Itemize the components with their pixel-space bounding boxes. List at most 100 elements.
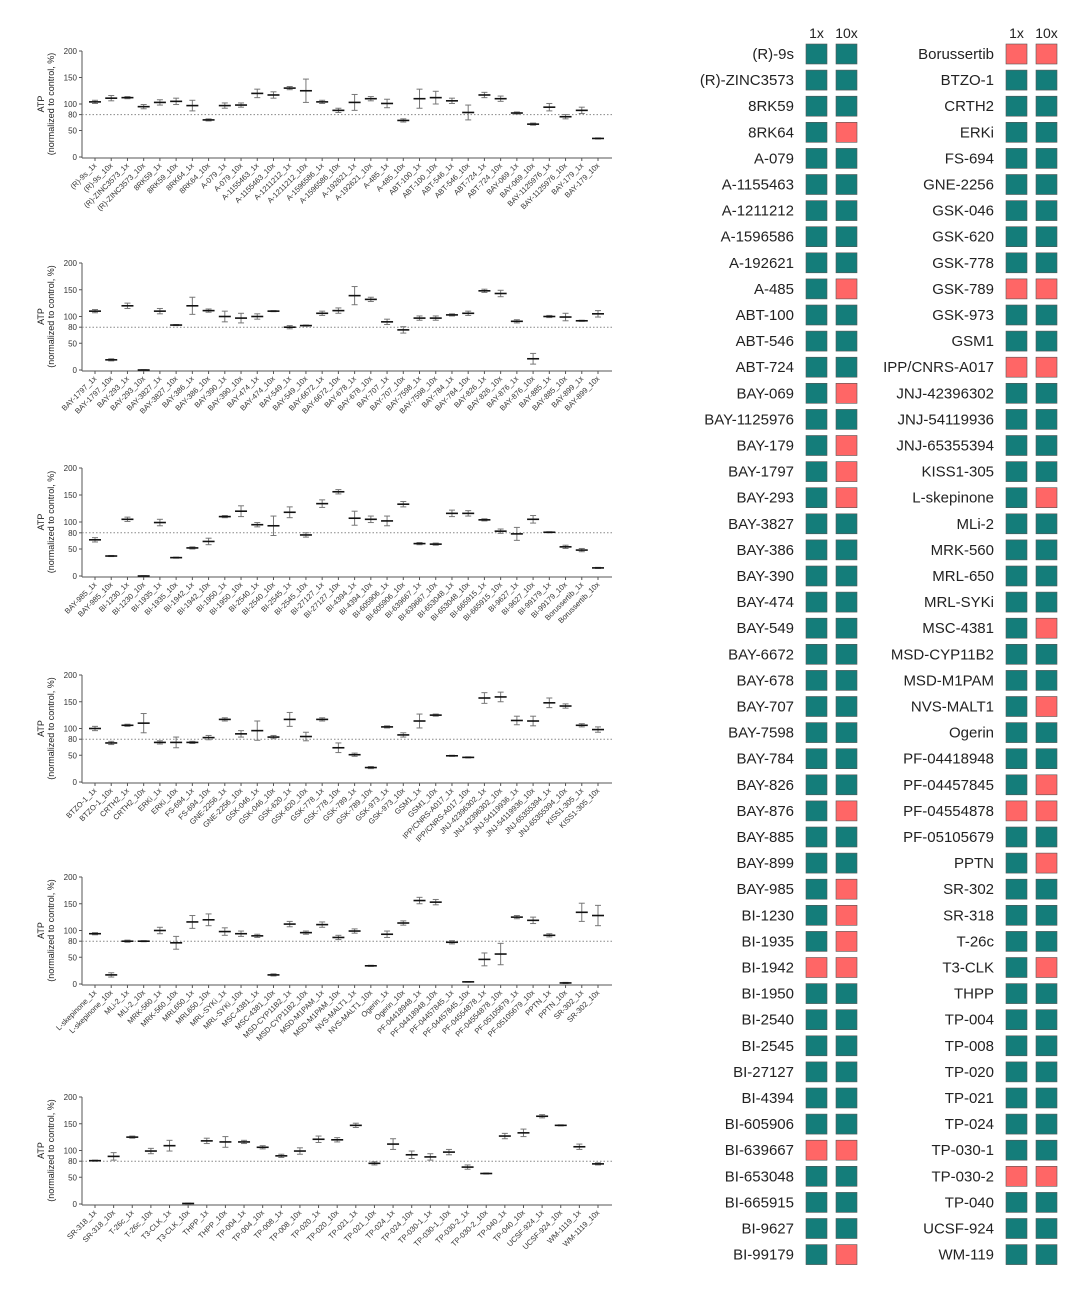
data-point <box>251 933 264 938</box>
compound-label: T-26c <box>956 933 994 950</box>
data-point <box>575 723 588 728</box>
heatmap-cell-1x <box>805 461 828 482</box>
data-point <box>397 732 410 738</box>
data-point <box>218 102 231 109</box>
data-point <box>592 1162 604 1166</box>
compound-label: A-1596586 <box>721 229 794 246</box>
data-point <box>105 95 118 102</box>
data-point <box>235 312 248 324</box>
y-tick-label: 100 <box>64 1147 78 1156</box>
heatmap-cell-10x <box>835 1035 858 1057</box>
data-point <box>413 315 426 321</box>
data-point <box>218 717 231 722</box>
data-point <box>364 964 377 967</box>
compound-label: FS-694 <box>945 150 994 167</box>
heatmap-row: L-skepinone <box>912 487 1058 509</box>
data-point <box>235 505 248 518</box>
data-point <box>445 940 458 945</box>
data-point <box>153 99 166 106</box>
data-point <box>592 137 604 140</box>
heatmap-cell-10x <box>1035 591 1058 613</box>
compound-label: BI-1950 <box>741 986 794 1003</box>
compound-label: BAY-069 <box>736 385 794 402</box>
heatmap-cell-1x <box>805 904 828 926</box>
data-point <box>397 920 410 926</box>
heatmap-cell-10x <box>835 591 858 613</box>
heatmap-row: BAY-707 <box>736 696 858 717</box>
y-tick-label: 50 <box>68 545 77 554</box>
heatmap-cell-10x <box>835 69 858 91</box>
data-point <box>283 920 296 928</box>
data-point <box>170 935 183 950</box>
heatmap-row: A-1596586 <box>721 226 858 247</box>
compound-label: BAY-7598 <box>728 725 794 742</box>
data-point <box>462 310 475 316</box>
data-point <box>543 314 556 319</box>
compound-label: TP-030-2 <box>931 1168 994 1185</box>
heatmap-cell-10x <box>1035 878 1058 900</box>
heatmap-row: JNJ-65355394 <box>896 435 1058 456</box>
heatmap-cell-1x <box>1005 1218 1028 1239</box>
compound-label: BI-1942 <box>741 960 794 977</box>
heatmap-row: BTZO-1 <box>941 69 1058 91</box>
heatmap-cell-1x <box>1005 1009 1028 1031</box>
data-point <box>267 515 280 536</box>
heatmap-cell-1x <box>1005 461 1028 482</box>
data-point <box>218 515 231 519</box>
compound-label: MSC-4381 <box>922 620 994 637</box>
data-point <box>478 952 491 967</box>
heatmap-cell-10x <box>835 252 858 274</box>
data-point <box>200 1137 213 1145</box>
heatmap-cell-1x <box>1005 931 1028 952</box>
heatmap-cell-10x <box>835 330 858 352</box>
compound-label: BAY-707 <box>736 699 794 716</box>
data-point <box>445 754 458 757</box>
data-point <box>592 904 604 927</box>
data-point <box>137 940 150 943</box>
heatmap-cell-10x <box>1035 1192 1058 1213</box>
heatmap-cell-1x <box>1005 670 1028 691</box>
heatmap-cell-10x <box>835 487 858 509</box>
heatmap-cell-10x <box>835 1113 858 1135</box>
heatmap-row: MLi-2 <box>956 513 1058 535</box>
data-point <box>316 921 329 928</box>
heatmap-cell-10x <box>835 539 858 561</box>
heatmap-cell-1x <box>1005 1113 1028 1135</box>
heatmap-cell-10x <box>835 1218 858 1239</box>
data-point <box>543 531 556 534</box>
y-tick-label: 150 <box>64 491 78 500</box>
data-point <box>445 509 458 518</box>
data-point <box>235 102 248 108</box>
heatmap-cell-10x <box>835 643 858 665</box>
heatmap-cell-1x <box>805 1192 828 1213</box>
heatmap-cell-10x <box>1035 852 1058 874</box>
data-point <box>559 544 572 549</box>
data-point <box>543 933 556 938</box>
heatmap-cell-1x <box>1005 1192 1028 1213</box>
compound-label: BI-9627 <box>741 1221 794 1238</box>
data-point <box>170 736 183 749</box>
data-point <box>121 96 134 100</box>
data-point <box>153 926 166 935</box>
heatmap-cell-10x <box>1035 69 1058 91</box>
heatmap-row: BAY-069 <box>736 382 858 404</box>
heatmap-cell-10x <box>835 43 858 65</box>
compound-label: Borussertib <box>918 46 994 63</box>
heatmap-cell-10x <box>1035 696 1058 717</box>
heatmap-row: BAY-549 <box>736 617 858 639</box>
data-point <box>381 930 394 938</box>
y-axis-label: ATP <box>36 308 46 325</box>
data-point <box>348 93 361 111</box>
compound-label: TP-008 <box>945 1038 994 1055</box>
heatmap-row: BI-99179 <box>733 1244 858 1265</box>
heatmap-cell-10x <box>1035 409 1058 430</box>
heatmap-cell-1x <box>1005 356 1028 378</box>
y-axis-label-unit: (normalized to control, %) <box>46 53 56 156</box>
heatmap-cell-1x <box>1005 539 1028 561</box>
heatmap-cell-1x <box>805 409 828 430</box>
data-point <box>275 1153 288 1158</box>
compound-label: BI-99179 <box>733 1247 794 1264</box>
heatmap-row: TP-021 <box>945 1087 1058 1109</box>
heatmap-row: BI-665915 <box>725 1192 858 1213</box>
compound-label: GSK-620 <box>932 229 994 246</box>
